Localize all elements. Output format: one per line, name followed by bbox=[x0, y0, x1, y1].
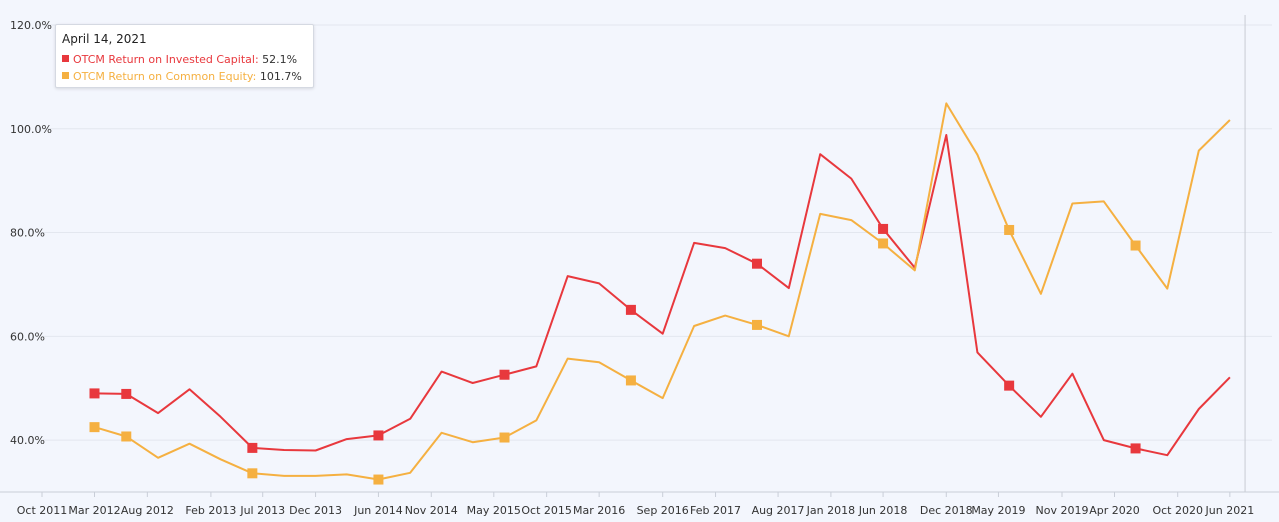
series-line-0 bbox=[94, 134, 1231, 457]
x-tick-label: Jun 2018 bbox=[858, 504, 908, 517]
data-point-marker[interactable] bbox=[499, 369, 510, 380]
x-tick-label: Mar 2012 bbox=[68, 504, 120, 517]
x-tick-label: Oct 2020 bbox=[1152, 504, 1203, 517]
tooltip-row-roic: OTCM Return on Invested Capital: 52.1% bbox=[62, 51, 307, 68]
tooltip-roe-swatch bbox=[62, 72, 69, 79]
x-tick-label: Nov 2014 bbox=[405, 504, 458, 517]
data-point-marker[interactable] bbox=[247, 442, 258, 453]
data-point-marker[interactable] bbox=[1004, 224, 1015, 235]
data-point-marker[interactable] bbox=[625, 304, 636, 315]
x-tick-label: Jul 2013 bbox=[239, 504, 285, 517]
data-point-marker[interactable] bbox=[751, 258, 762, 269]
data-point-marker[interactable] bbox=[499, 432, 510, 443]
data-point-marker[interactable] bbox=[751, 319, 762, 330]
tooltip-roe-label: OTCM Return on Common Equity bbox=[73, 70, 253, 83]
tooltip-roic-value: 52.1% bbox=[262, 53, 298, 66]
data-point-marker[interactable] bbox=[1130, 240, 1141, 251]
y-axis: 40.0% 60.0% 80.0% 100.0% 120.0% bbox=[10, 19, 52, 447]
tooltip: April 14, 2021 OTCM Return on Invested C… bbox=[55, 24, 314, 88]
data-point-marker[interactable] bbox=[121, 388, 132, 399]
x-axis: Oct 2011 Mar 2012 Aug 2012 Feb 2013 Jul 2013… bbox=[0, 491, 1279, 517]
x-tick-label: Oct 2015 bbox=[521, 504, 572, 517]
data-point-marker[interactable] bbox=[121, 431, 132, 442]
series-markers bbox=[89, 223, 1141, 485]
x-tick-label: Aug 2012 bbox=[121, 504, 174, 517]
series-line-1 bbox=[94, 102, 1231, 481]
tooltip-roic-label: OTCM Return on Invested Capital bbox=[73, 53, 255, 66]
data-point-marker[interactable] bbox=[247, 468, 258, 479]
x-tick-label: Dec 2013 bbox=[289, 504, 342, 517]
x-tick-label: Feb 2013 bbox=[185, 504, 236, 517]
x-tick-label: Mar 2016 bbox=[573, 504, 625, 517]
tooltip-roe-value: 101.7% bbox=[259, 70, 302, 83]
x-tick-label: Jun 2021 bbox=[1205, 504, 1255, 517]
tooltip-row-roe: OTCM Return on Common Equity: 101.7% bbox=[62, 68, 307, 85]
x-tick-label: Aug 2017 bbox=[752, 504, 805, 517]
data-point-marker[interactable] bbox=[89, 388, 100, 399]
data-point-marker[interactable] bbox=[878, 238, 889, 249]
y-tick-label: 60.0% bbox=[10, 330, 45, 343]
data-point-marker[interactable] bbox=[373, 430, 384, 441]
y-tick-label: 40.0% bbox=[10, 434, 45, 447]
x-tick-label: Sep 2016 bbox=[637, 504, 689, 517]
x-tick-label: Feb 2017 bbox=[690, 504, 741, 517]
data-point-marker[interactable] bbox=[373, 474, 384, 485]
y-tick-label: 100.0% bbox=[10, 123, 52, 136]
x-tick-label: May 2019 bbox=[971, 504, 1025, 517]
x-tick-label: Nov 2019 bbox=[1036, 504, 1089, 517]
tooltip-roic-swatch bbox=[62, 55, 69, 62]
y-tick-label: 80.0% bbox=[10, 227, 45, 240]
x-tick-label: May 2015 bbox=[467, 504, 521, 517]
series-lines bbox=[94, 102, 1231, 481]
x-tick-label: Oct 2011 bbox=[17, 504, 68, 517]
y-tick-label: 120.0% bbox=[10, 19, 52, 32]
data-point-marker[interactable] bbox=[89, 422, 100, 433]
data-point-marker[interactable] bbox=[625, 375, 636, 386]
x-tick-label: Apr 2020 bbox=[1089, 504, 1140, 517]
data-point-marker[interactable] bbox=[1004, 380, 1015, 391]
data-point-marker[interactable] bbox=[1130, 443, 1141, 454]
x-tick-label: Jun 2014 bbox=[353, 504, 403, 517]
tooltip-date: April 14, 2021 bbox=[62, 32, 147, 46]
x-tick-label: Jan 2018 bbox=[806, 504, 855, 517]
data-point-marker[interactable] bbox=[878, 223, 889, 234]
x-tick-label: Dec 2018 bbox=[920, 504, 973, 517]
